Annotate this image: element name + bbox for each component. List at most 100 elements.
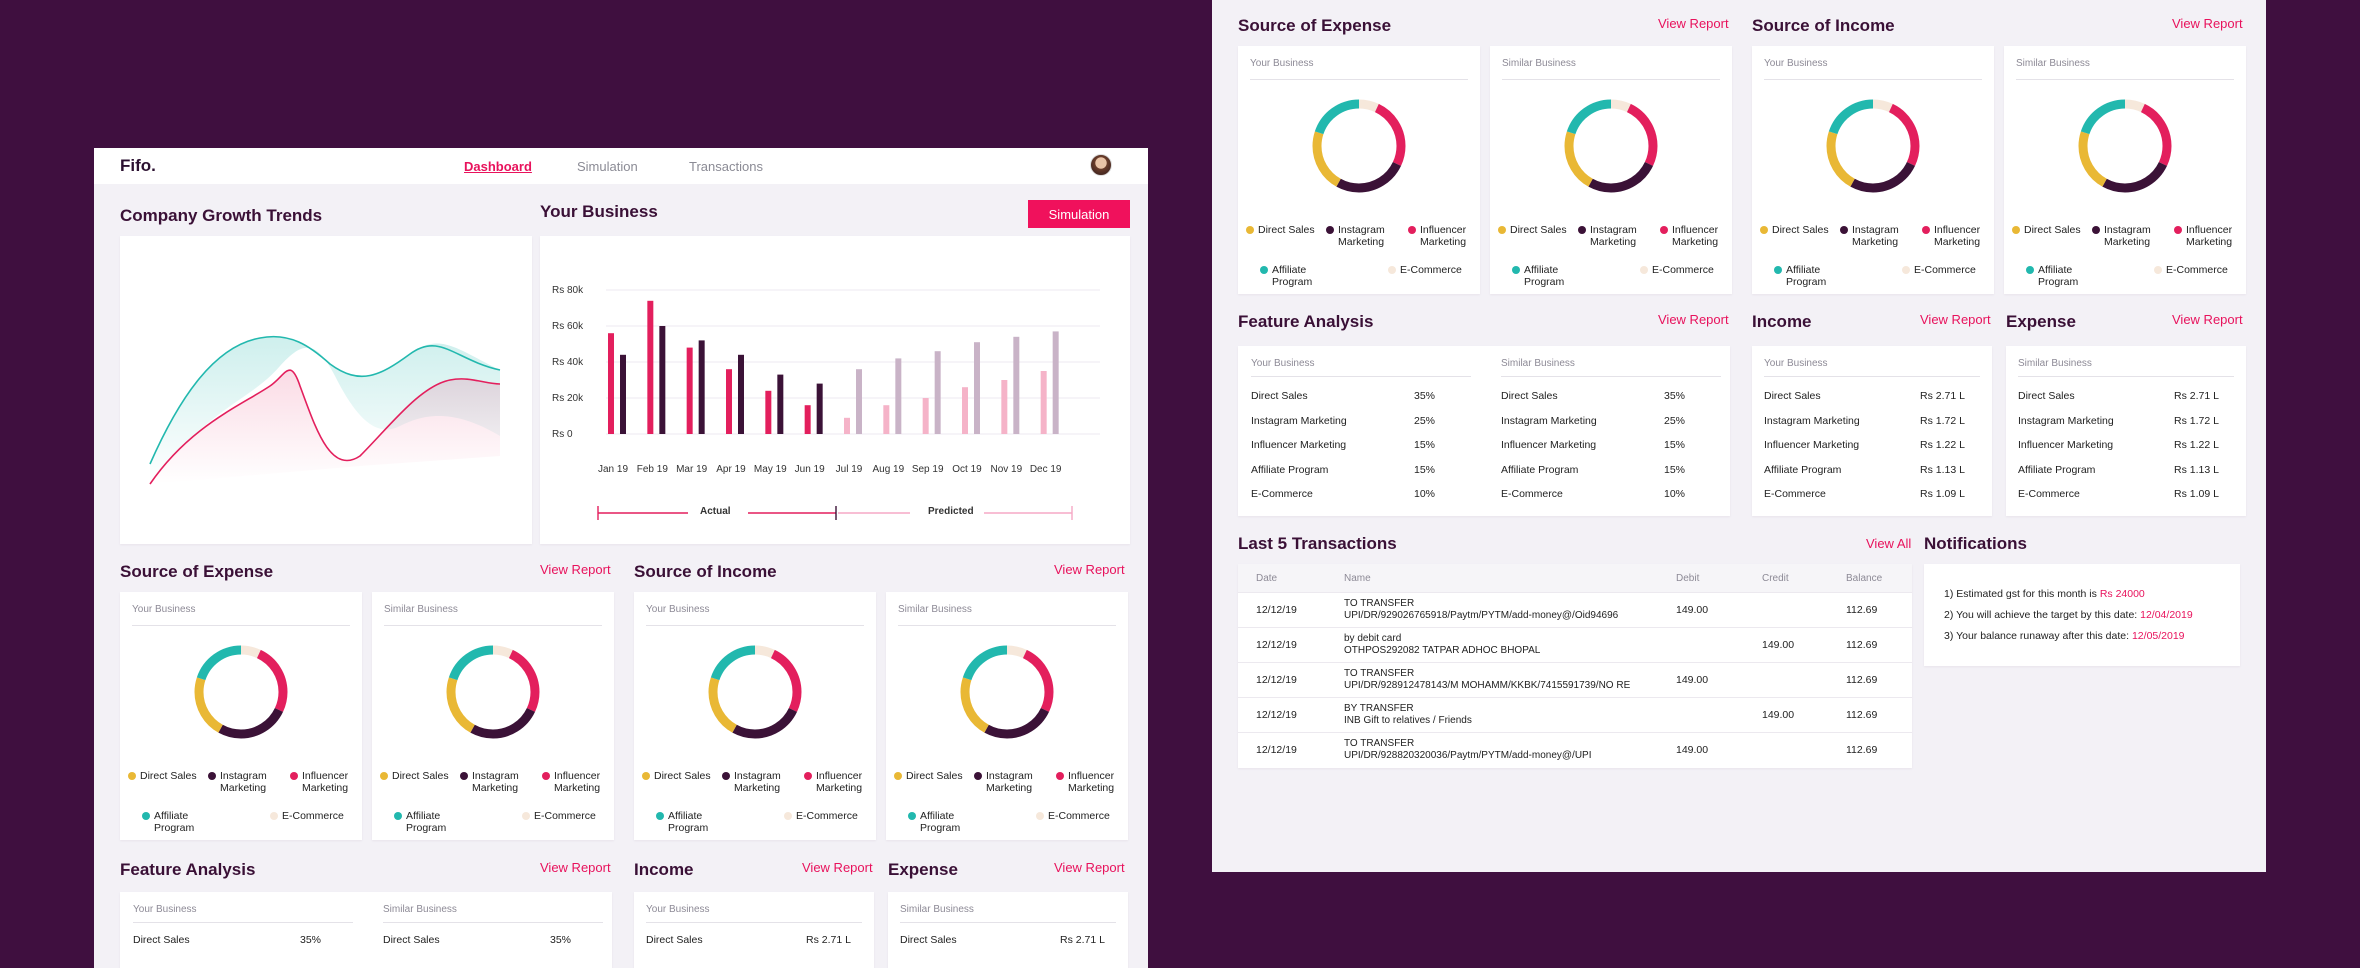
bar[interactable] bbox=[647, 300, 654, 434]
feature-similar-label: Similar Business bbox=[383, 904, 457, 915]
tx-date: 12/12/19 bbox=[1256, 709, 1297, 721]
business-card: Rs 80k Rs 60k Rs 40k Rs 20k Rs 0 Jan 19 Feb 19… bbox=[540, 236, 1130, 544]
legend-item: Direct Sales bbox=[380, 770, 449, 782]
transactions-view-all[interactable]: View All bbox=[1866, 536, 1912, 551]
expense-view-report[interactable]: View Report bbox=[540, 562, 611, 577]
legend-item: Affiliate Program bbox=[656, 810, 718, 834]
bar[interactable] bbox=[962, 387, 968, 434]
bar[interactable] bbox=[922, 398, 929, 434]
bar[interactable] bbox=[777, 374, 784, 434]
expense-short-title: Expense bbox=[888, 860, 958, 879]
income-card-left: Your Business Direct Sales Rs 2.71 L bbox=[634, 892, 874, 968]
bar[interactable] bbox=[804, 405, 811, 434]
legend-dot bbox=[1408, 226, 1416, 234]
simulation-button[interactable]: Simulation bbox=[1028, 200, 1130, 228]
x-tick-label: Aug 19 bbox=[872, 464, 904, 475]
bar[interactable] bbox=[1001, 380, 1008, 434]
legend-dot bbox=[2012, 226, 2020, 234]
nav-dashboard[interactable]: Dashboard bbox=[464, 159, 532, 174]
bar[interactable] bbox=[856, 369, 862, 434]
r-expense-title: Source of Expense bbox=[1238, 16, 1392, 35]
col-name[interactable]: Name bbox=[1344, 573, 1371, 584]
donut-segment bbox=[1826, 99, 1920, 193]
feature-yours-label: Your Business bbox=[133, 904, 197, 915]
y-tick-label: Rs 60k bbox=[552, 321, 584, 332]
table-row[interactable]: 12/12/19 TO TRANSFER UPI/DR/928912478143… bbox=[1238, 662, 1912, 697]
legend-dot bbox=[2174, 226, 2182, 234]
legend-item: Influencer Marketing bbox=[290, 770, 352, 794]
table-row[interactable]: 12/12/19 by debit card OTHPOS292082 TATP… bbox=[1238, 627, 1912, 662]
col-credit[interactable]: Credit bbox=[1762, 573, 1789, 584]
bar[interactable] bbox=[1040, 371, 1047, 434]
notifications-card: 1) Estimated gst for this month is Rs 24… bbox=[1924, 564, 2240, 666]
tx-name-line1: by debit card bbox=[1344, 633, 1402, 644]
bar[interactable] bbox=[765, 390, 772, 434]
bar[interactable] bbox=[698, 340, 705, 434]
tx-credit: 149.00 bbox=[1762, 639, 1795, 651]
income-row: Affiliate Program bbox=[1764, 463, 1842, 476]
r-expense-short-view-report[interactable]: View Report bbox=[2172, 312, 2243, 327]
feature-row-value: 15% bbox=[1664, 463, 1686, 476]
bar[interactable] bbox=[620, 354, 626, 434]
feature-row: Affiliate Program bbox=[1251, 463, 1329, 476]
bar[interactable] bbox=[1013, 336, 1020, 434]
tx-debit: 149.00 bbox=[1676, 604, 1709, 616]
avatar[interactable] bbox=[1090, 154, 1112, 176]
bar[interactable] bbox=[883, 405, 890, 434]
expense-row: Direct Sales bbox=[2018, 390, 2075, 402]
bar[interactable] bbox=[608, 333, 614, 434]
r-expense-view-report[interactable]: View Report bbox=[1658, 16, 1729, 31]
tx-date: 12/12/19 bbox=[1256, 674, 1297, 686]
legend-dot bbox=[460, 772, 468, 780]
feature-view-report[interactable]: View Report bbox=[540, 860, 611, 875]
feature-title: Feature Analysis bbox=[120, 860, 256, 879]
donut-segment bbox=[1826, 99, 1920, 193]
legend-dot bbox=[290, 772, 298, 780]
col-debit[interactable]: Debit bbox=[1676, 573, 1700, 584]
r-income-source-view-report[interactable]: View Report bbox=[2172, 16, 2243, 31]
nav-transactions[interactable]: Transactions bbox=[689, 159, 763, 174]
donut-chart bbox=[960, 645, 1054, 739]
bar[interactable] bbox=[686, 347, 693, 434]
tx-balance: 112.69 bbox=[1846, 709, 1878, 721]
bar[interactable] bbox=[816, 383, 823, 434]
legend-item: Influencer Marketing bbox=[1922, 224, 1984, 248]
tx-name-line2: OTHPOS292082 TATPAR ADHOC BHOPAL bbox=[1344, 645, 1541, 656]
donut-segment bbox=[1312, 99, 1406, 193]
table-row[interactable]: 12/12/19 TO TRANSFER UPI/DR/929026765918… bbox=[1238, 592, 1912, 627]
bar[interactable] bbox=[895, 358, 902, 434]
donut-segment bbox=[446, 645, 540, 739]
legend-dot bbox=[974, 772, 982, 780]
col-balance[interactable]: Balance bbox=[1846, 573, 1883, 584]
bar[interactable] bbox=[659, 326, 666, 434]
bar[interactable] bbox=[1052, 331, 1059, 434]
growth-title: Company Growth Trends bbox=[120, 206, 323, 225]
income-view-report[interactable]: View Report bbox=[802, 860, 873, 875]
transactions-table: Date Name Debit Credit Balance 12/12/19 … bbox=[1238, 564, 1912, 768]
table-row[interactable]: 12/12/19 TO TRANSFER UPI/DR/928820320036… bbox=[1238, 732, 1912, 767]
donut-segment bbox=[1564, 99, 1658, 193]
legend-dot bbox=[722, 772, 730, 780]
card-subtitle: Your Business bbox=[132, 604, 196, 615]
legend-item: Direct Sales bbox=[1246, 224, 1315, 236]
bar[interactable] bbox=[934, 351, 941, 434]
legend-dot bbox=[208, 772, 216, 780]
bar[interactable] bbox=[726, 369, 732, 434]
expense-short-view-report[interactable]: View Report bbox=[1054, 860, 1125, 875]
col-date[interactable]: Date bbox=[1256, 573, 1278, 584]
r-income-view-report[interactable]: View Report bbox=[1920, 312, 1991, 327]
donut-segment bbox=[2078, 99, 2172, 193]
income-source-view-report[interactable]: View Report bbox=[1054, 562, 1125, 577]
legend-item: E-Commerce bbox=[270, 810, 344, 822]
nav-simulation[interactable]: Simulation bbox=[577, 159, 638, 174]
r-feature-view-report[interactable]: View Report bbox=[1658, 312, 1729, 327]
bar[interactable] bbox=[738, 354, 744, 434]
bar[interactable] bbox=[844, 417, 850, 434]
x-tick-label: Jul 19 bbox=[836, 464, 863, 475]
legend-dot bbox=[1902, 266, 1910, 274]
brand-logo[interactable]: Fifo. bbox=[120, 156, 156, 175]
legend-actual: Actual bbox=[700, 506, 731, 517]
bar[interactable] bbox=[974, 342, 980, 434]
donut-segment bbox=[194, 645, 288, 739]
table-row[interactable]: 12/12/19 BY TRANSFER INB Gift to relativ… bbox=[1238, 697, 1912, 732]
